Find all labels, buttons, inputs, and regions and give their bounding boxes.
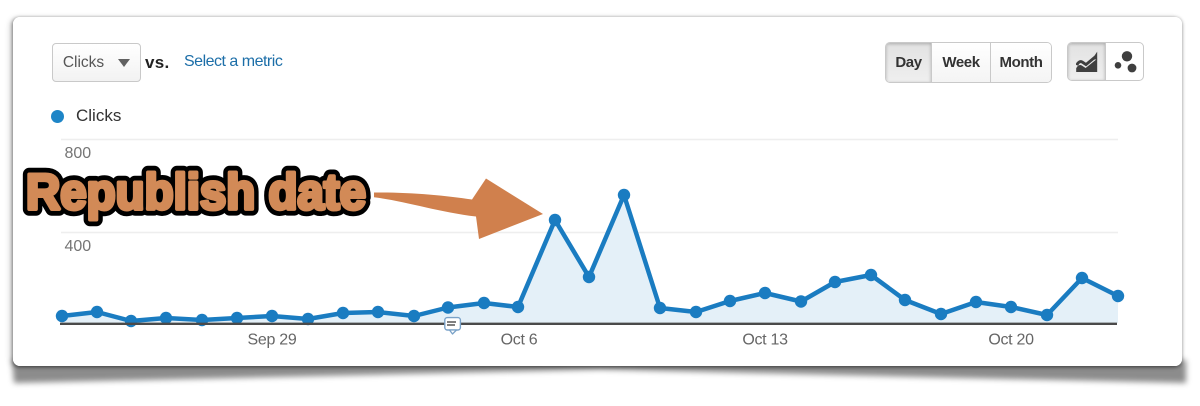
- svg-text:Oct 6: Oct 6: [501, 332, 538, 349]
- svg-text:Republish date: Republish date: [26, 163, 366, 220]
- svg-text:Sep 29: Sep 29: [248, 332, 297, 349]
- svg-text:400: 400: [65, 238, 92, 255]
- svg-text:800: 800: [65, 145, 92, 162]
- svg-text:Oct 13: Oct 13: [742, 332, 788, 349]
- svg-text:Republish date: Republish date: [26, 163, 366, 220]
- svg-text:Oct 20: Oct 20: [988, 332, 1034, 349]
